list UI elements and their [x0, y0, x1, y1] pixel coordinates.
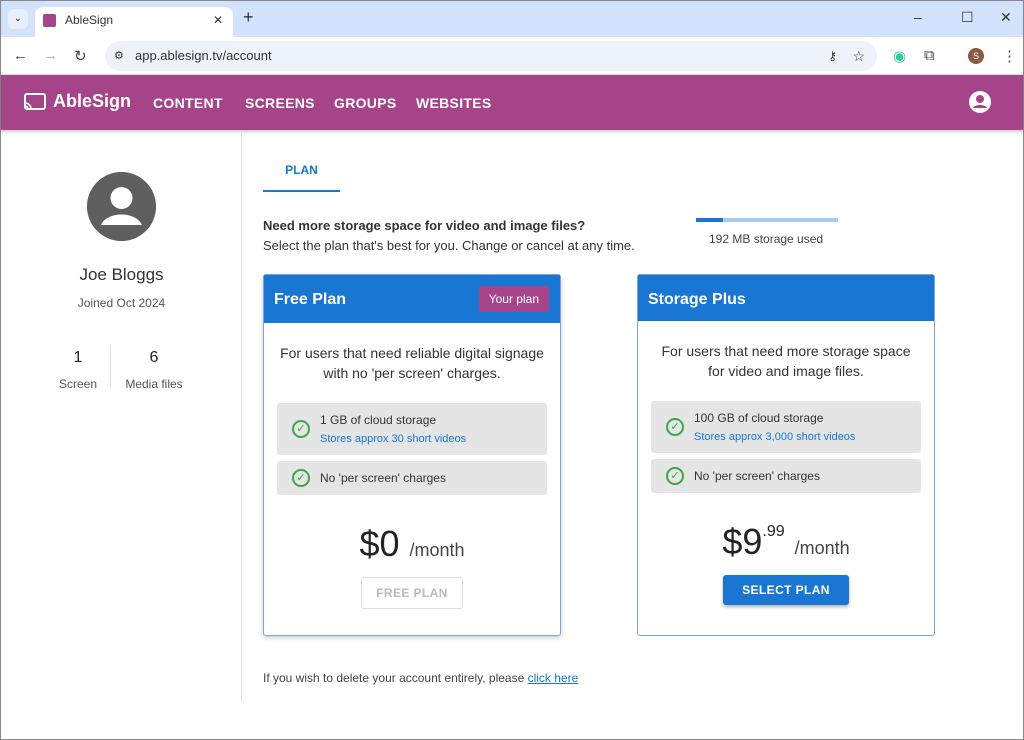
intro-subline: Select the plan that's best for you. Cha…	[263, 238, 635, 253]
check-circle-icon: ✓	[666, 467, 684, 485]
plan-description: For users that need more storage space f…	[661, 343, 911, 379]
divider	[110, 345, 111, 387]
footer-text: If you wish to delete your account entir…	[263, 671, 528, 685]
feature-item: ✓ 1 GB of cloud storage Stores approx 30 s…	[277, 403, 547, 455]
free-plan-button: FREE PLAN	[361, 577, 463, 609]
feature-item: ✓ 100 GB of cloud storage Stores approx 3,…	[651, 401, 921, 453]
stat-value: 6	[149, 349, 159, 366]
user-avatar-icon	[87, 172, 156, 241]
nav-screens[interactable]: SCREENS	[245, 95, 315, 111]
feature-title: No 'per screen' charges	[694, 469, 820, 483]
password-key-icon[interactable]: ⚷	[828, 49, 837, 63]
url-input[interactable]: ⚙ app.ablesign.tv/account ⚷ ☆	[105, 41, 877, 71]
delete-account-note: If you wish to delete your account entir…	[263, 671, 578, 685]
brand-logo[interactable]: AbleSign	[23, 91, 131, 112]
storage-meter-fill	[696, 218, 723, 222]
maximize-icon[interactable]: ☐	[961, 9, 974, 25]
select-plan-button[interactable]: SELECT PLAN	[723, 575, 849, 605]
plan-card-storage-plus: Storage Plus For users that need more st…	[637, 274, 935, 636]
feature-sub: Stores approx 3,000 short videos	[694, 431, 856, 443]
forward-icon[interactable]: →	[43, 47, 58, 64]
bookmark-star-icon[interactable]: ☆	[852, 48, 865, 64]
plan-card-free: Free Plan Your plan For users that need …	[263, 274, 561, 636]
joined-date: Joined Oct 2024	[77, 296, 166, 310]
account-icon[interactable]	[969, 91, 991, 113]
plan-description: For users that need reliable digital sig…	[280, 345, 544, 381]
feature-item: ✓ No 'per screen' charges	[277, 461, 547, 495]
back-icon[interactable]: ←	[13, 47, 28, 64]
plan-intro: Need more storage space for video and im…	[263, 216, 635, 256]
app-header: AbleSign CONTENT SCREENS GROUPS WEBSITES	[1, 75, 1023, 130]
cast-icon	[24, 92, 46, 110]
stat-label: Screen	[58, 377, 98, 391]
extensions-puzzle-icon[interactable]: ⧉	[924, 47, 935, 64]
tab-search-icon[interactable]: ⌄	[8, 9, 28, 29]
price-period: /month	[409, 540, 465, 560]
intro-headline: Need more storage space for video and im…	[263, 218, 586, 233]
minimize-icon[interactable]: –	[914, 9, 922, 25]
nav-groups[interactable]: GROUPS	[334, 95, 397, 111]
check-circle-icon: ✓	[292, 469, 310, 487]
favicon-icon	[43, 14, 56, 27]
tab-plan[interactable]: PLAN	[263, 163, 340, 192]
delete-account-link[interactable]: click here	[527, 671, 579, 685]
browser-tab-bar: ⌄ AbleSign ✕ + – ☐ ✕	[1, 1, 1023, 37]
site-info-icon[interactable]: ⚙	[114, 50, 124, 62]
stat-media: 6 Media files	[119, 349, 189, 391]
address-bar-row: ← → ↻ ⚙ app.ablesign.tv/account ⚷ ☆ ◉ ⧉ …	[1, 37, 1023, 75]
price-cents: .99	[762, 523, 785, 540]
stat-value: 1	[73, 349, 83, 366]
close-tab-icon[interactable]: ✕	[212, 13, 223, 27]
browser-tab[interactable]: AbleSign ✕	[35, 7, 233, 37]
close-window-icon[interactable]: ✕	[1000, 9, 1012, 25]
brand-name: AbleSign	[53, 91, 132, 111]
feature-title: 1 GB of cloud storage	[320, 413, 437, 427]
new-tab-icon[interactable]: +	[243, 7, 254, 27]
price-amount: $0	[359, 523, 400, 564]
profile-sidebar: Joe Bloggs Joined Oct 2024 1 Screen 6 Medi…	[1, 131, 242, 701]
plan-price: $9.99 /month	[638, 521, 934, 563]
your-plan-badge: Your plan	[478, 286, 549, 312]
menu-icon[interactable]: ⋮	[1002, 48, 1017, 65]
stat-screens: 1 Screen	[43, 349, 113, 391]
stat-label: Media files	[125, 377, 183, 391]
reload-icon[interactable]: ↻	[74, 48, 87, 65]
price-period: /month	[794, 538, 850, 558]
price-amount: $9	[722, 521, 763, 562]
user-name: Joe Bloggs	[79, 265, 164, 284]
tab-title: AbleSign	[65, 13, 114, 27]
url-text: app.ablesign.tv/account	[135, 48, 272, 63]
profile-avatar[interactable]: S	[968, 48, 984, 64]
nav-websites[interactable]: WEBSITES	[416, 95, 492, 111]
storage-label: 192 MB storage used	[709, 232, 824, 246]
feature-title: No 'per screen' charges	[320, 471, 446, 485]
feature-sub: Stores approx 30 short videos	[320, 433, 467, 445]
feature-title: 100 GB of cloud storage	[694, 411, 824, 425]
check-circle-icon: ✓	[292, 420, 310, 438]
check-circle-icon: ✓	[666, 418, 684, 436]
nav-content[interactable]: CONTENT	[153, 95, 223, 111]
extension-icon[interactable]: ◉	[893, 48, 907, 65]
plan-title: Storage Plus	[638, 275, 934, 321]
storage-meter	[696, 218, 838, 222]
plan-price: $0 /month	[264, 523, 560, 565]
feature-item: ✓ No 'per screen' charges	[651, 459, 921, 493]
